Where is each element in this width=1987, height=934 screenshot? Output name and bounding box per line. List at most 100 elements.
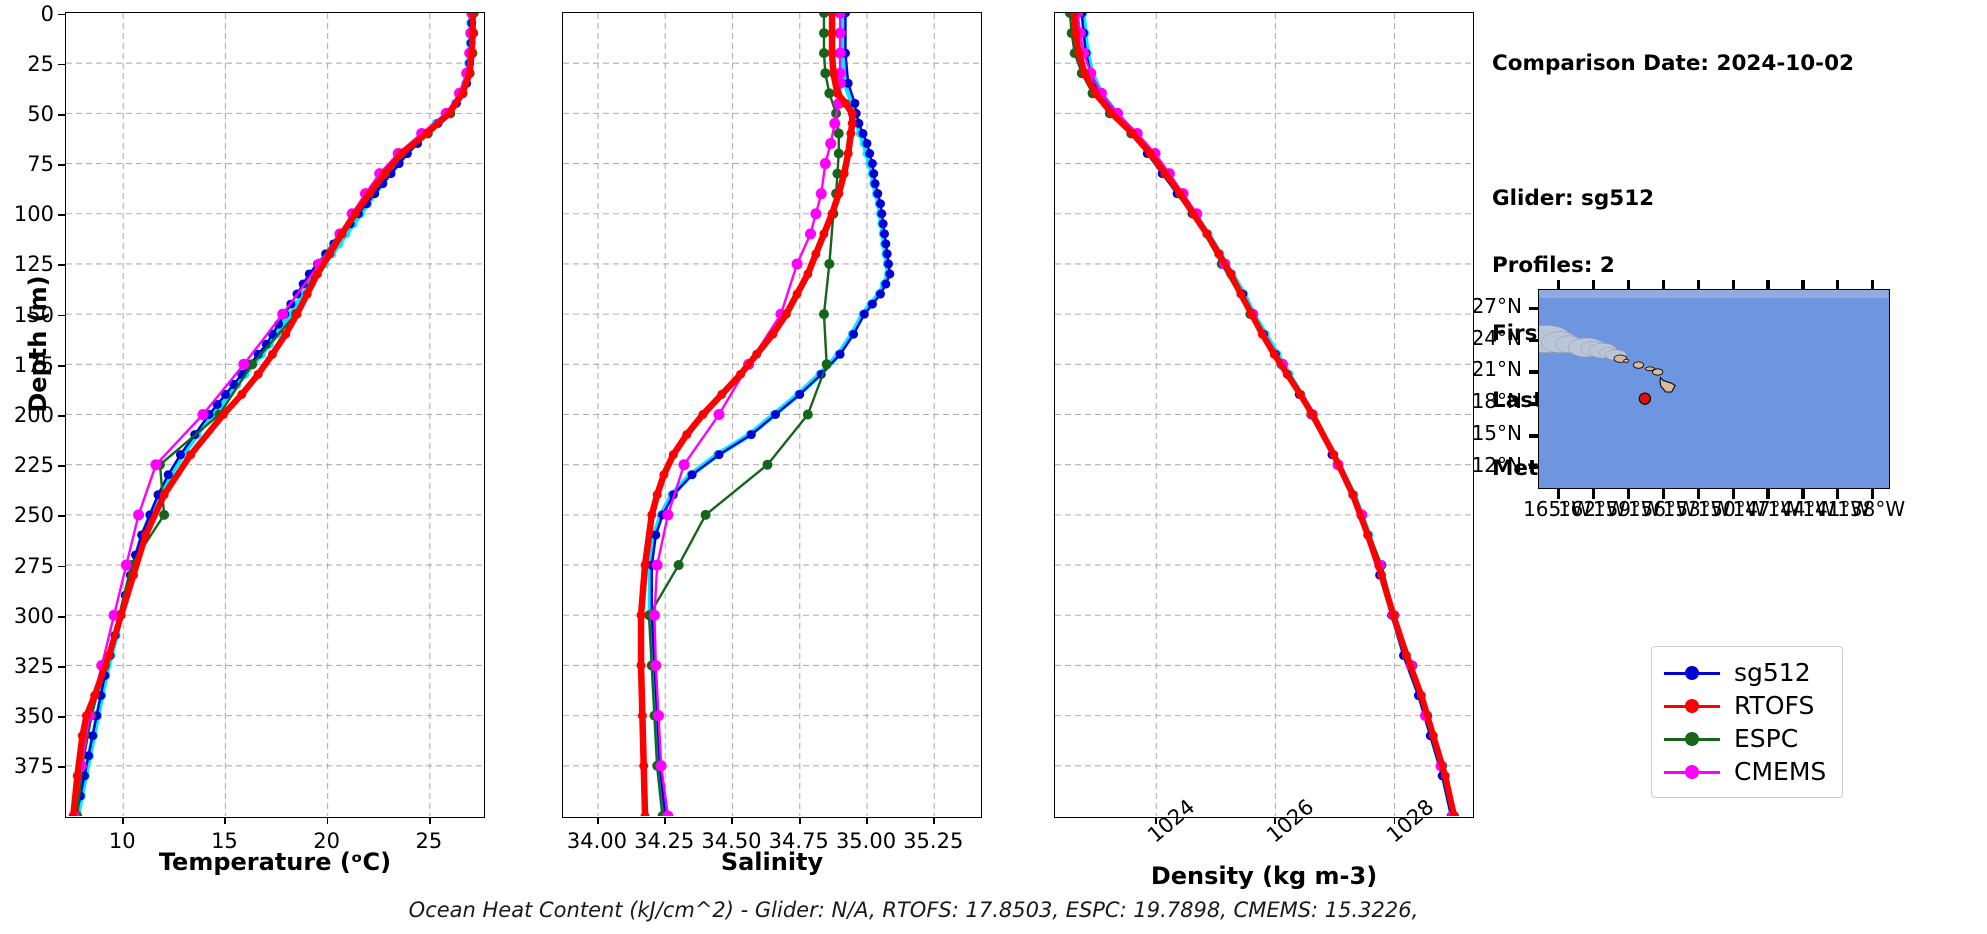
map-lat-label: 21°N <box>1471 357 1522 382</box>
map-lon-tick <box>1591 489 1596 499</box>
depth-tick-label: 300 <box>13 603 54 628</box>
x-tick-label: 20 <box>313 829 340 853</box>
depth-tick-label: 375 <box>13 754 54 779</box>
depth-tick-label: 275 <box>13 553 54 578</box>
map-lon-label: 141°W <box>1802 497 1871 521</box>
x-tick-mark <box>122 817 125 824</box>
temperature-plot <box>66 13 483 816</box>
depth-tick-label: 0 <box>40 1 54 26</box>
x-tick-mark <box>224 817 227 824</box>
map-lon-tick <box>1661 489 1665 499</box>
depth-axis-label: Depth (m) <box>24 275 52 413</box>
legend-item-espc[interactable]: ESPC <box>1664 722 1826 755</box>
info-profiles: Profiles: 2 <box>1492 253 1615 278</box>
depth-tick-mark <box>58 465 65 467</box>
legend-item-label: CMEMS <box>1734 757 1827 786</box>
legend-swatch-icon <box>1664 698 1720 713</box>
salinity-panel <box>562 12 982 818</box>
map-lon-tick <box>1626 489 1631 499</box>
map-lon-tick <box>1836 489 1840 499</box>
depth-tick-label: 250 <box>13 503 54 528</box>
map-lat-label: 15°N <box>1471 421 1522 446</box>
info-glider: Glider: sg512 <box>1492 185 1655 211</box>
depth-tick-label: 200 <box>13 403 54 427</box>
map-lon-label: 165°W <box>1523 497 1592 521</box>
map-lon-tick <box>1801 489 1805 499</box>
depth-tick-label: 175 <box>13 352 54 377</box>
x-tick-mark <box>428 817 431 824</box>
legend-item-cmems[interactable]: CMEMS <box>1664 755 1826 788</box>
map-lon-tick <box>1557 489 1561 499</box>
map-lon-label: 153°W <box>1662 497 1731 521</box>
map-lon-tick <box>1557 280 1561 290</box>
map-lat-tick <box>1529 434 1538 438</box>
salinity-plot <box>563 13 980 816</box>
temperature-axis-label: Temperature (ᵒC) <box>158 848 392 876</box>
x-tick-label: 10 <box>108 829 136 853</box>
legend-item-sg512[interactable]: sg512 <box>1664 656 1826 689</box>
depth-tick-label: 75 <box>27 152 54 177</box>
map-lon-label: 138°W <box>1837 497 1906 521</box>
map-lon-tick <box>1871 280 1875 290</box>
x-tick-label: 34.25 <box>634 829 695 853</box>
temperature-panel <box>65 12 485 818</box>
x-tick-mark <box>1155 817 1158 824</box>
x-tick-mark <box>326 817 329 824</box>
legend-item-label: RTOFS <box>1734 691 1815 720</box>
series-legend: sg512 RTOFS ESPC CMEMS <box>1651 646 1844 798</box>
map-lon-tick <box>1836 280 1840 290</box>
map-lon-tick <box>1871 489 1875 499</box>
legend-item-rtofs[interactable]: RTOFS <box>1664 689 1826 722</box>
depth-tick-mark <box>58 615 65 618</box>
depth-tick-label: 25 <box>27 51 54 76</box>
map-lon-label: 144°W <box>1767 497 1836 521</box>
x-tick-mark <box>596 817 599 824</box>
map-lat-tick <box>1529 338 1538 342</box>
density-axis-label: Density (kg m-3) <box>1150 862 1378 890</box>
map-lon-tick <box>1731 280 1735 290</box>
map-lon-tick <box>1696 280 1700 290</box>
depth-tick-label: 225 <box>13 453 54 478</box>
map-lat-label: 24°N <box>1471 325 1522 350</box>
legend-item-label: sg512 <box>1734 658 1811 687</box>
map-lon-label: 147°W <box>1732 497 1801 521</box>
depth-tick-label: 125 <box>13 252 54 277</box>
map-lon-label: 150°W <box>1697 497 1766 521</box>
map-lon-tick <box>1696 489 1700 499</box>
map-lon-tick <box>1626 280 1631 290</box>
location-map[interactable] <box>1538 289 1890 489</box>
ohc-caption: Ocean Heat Content (kJ/cm^2) - Glider: N… <box>0 898 1987 922</box>
x-tick-mark <box>798 817 801 824</box>
depth-tick-mark <box>58 164 65 166</box>
map-lon-tick <box>1731 489 1735 499</box>
depth-tick-mark <box>58 515 65 518</box>
map-lat-label: 12°N <box>1471 453 1522 478</box>
x-tick-label: 34.00 <box>566 829 628 853</box>
depth-tick-mark <box>58 364 65 367</box>
depth-tick-mark <box>58 766 65 769</box>
map-lat-tick <box>1529 370 1538 374</box>
depth-tick-mark <box>58 264 65 267</box>
density-panel <box>1054 12 1474 818</box>
map-lat-label: 27°N <box>1471 293 1522 318</box>
legend-item-label: ESPC <box>1734 724 1799 753</box>
x-tick-mark <box>1274 817 1277 824</box>
depth-tick-label: 50 <box>27 101 54 126</box>
depth-tick-label: 150 <box>13 302 54 327</box>
x-tick-label: 15 <box>211 829 238 853</box>
depth-tick-mark <box>58 63 65 66</box>
x-tick-mark <box>866 817 868 824</box>
map-lon-tick <box>1766 280 1770 290</box>
x-tick-label: 34.50 <box>701 829 762 853</box>
legend-swatch-icon <box>1664 731 1720 746</box>
x-tick-label: 25 <box>415 829 443 853</box>
map-lon-tick <box>1766 489 1770 499</box>
map-lon-tick <box>1661 280 1665 290</box>
x-tick-label: 34.75 <box>768 829 829 853</box>
density-plot <box>1055 13 1472 816</box>
map-lon-label: 159°W <box>1592 497 1661 521</box>
ohc-caption-text: Ocean Heat Content (kJ/cm^2) - Glider: N… <box>408 898 1419 922</box>
depth-tick-mark <box>58 214 65 217</box>
x-tick-label: 35.25 <box>903 829 964 853</box>
